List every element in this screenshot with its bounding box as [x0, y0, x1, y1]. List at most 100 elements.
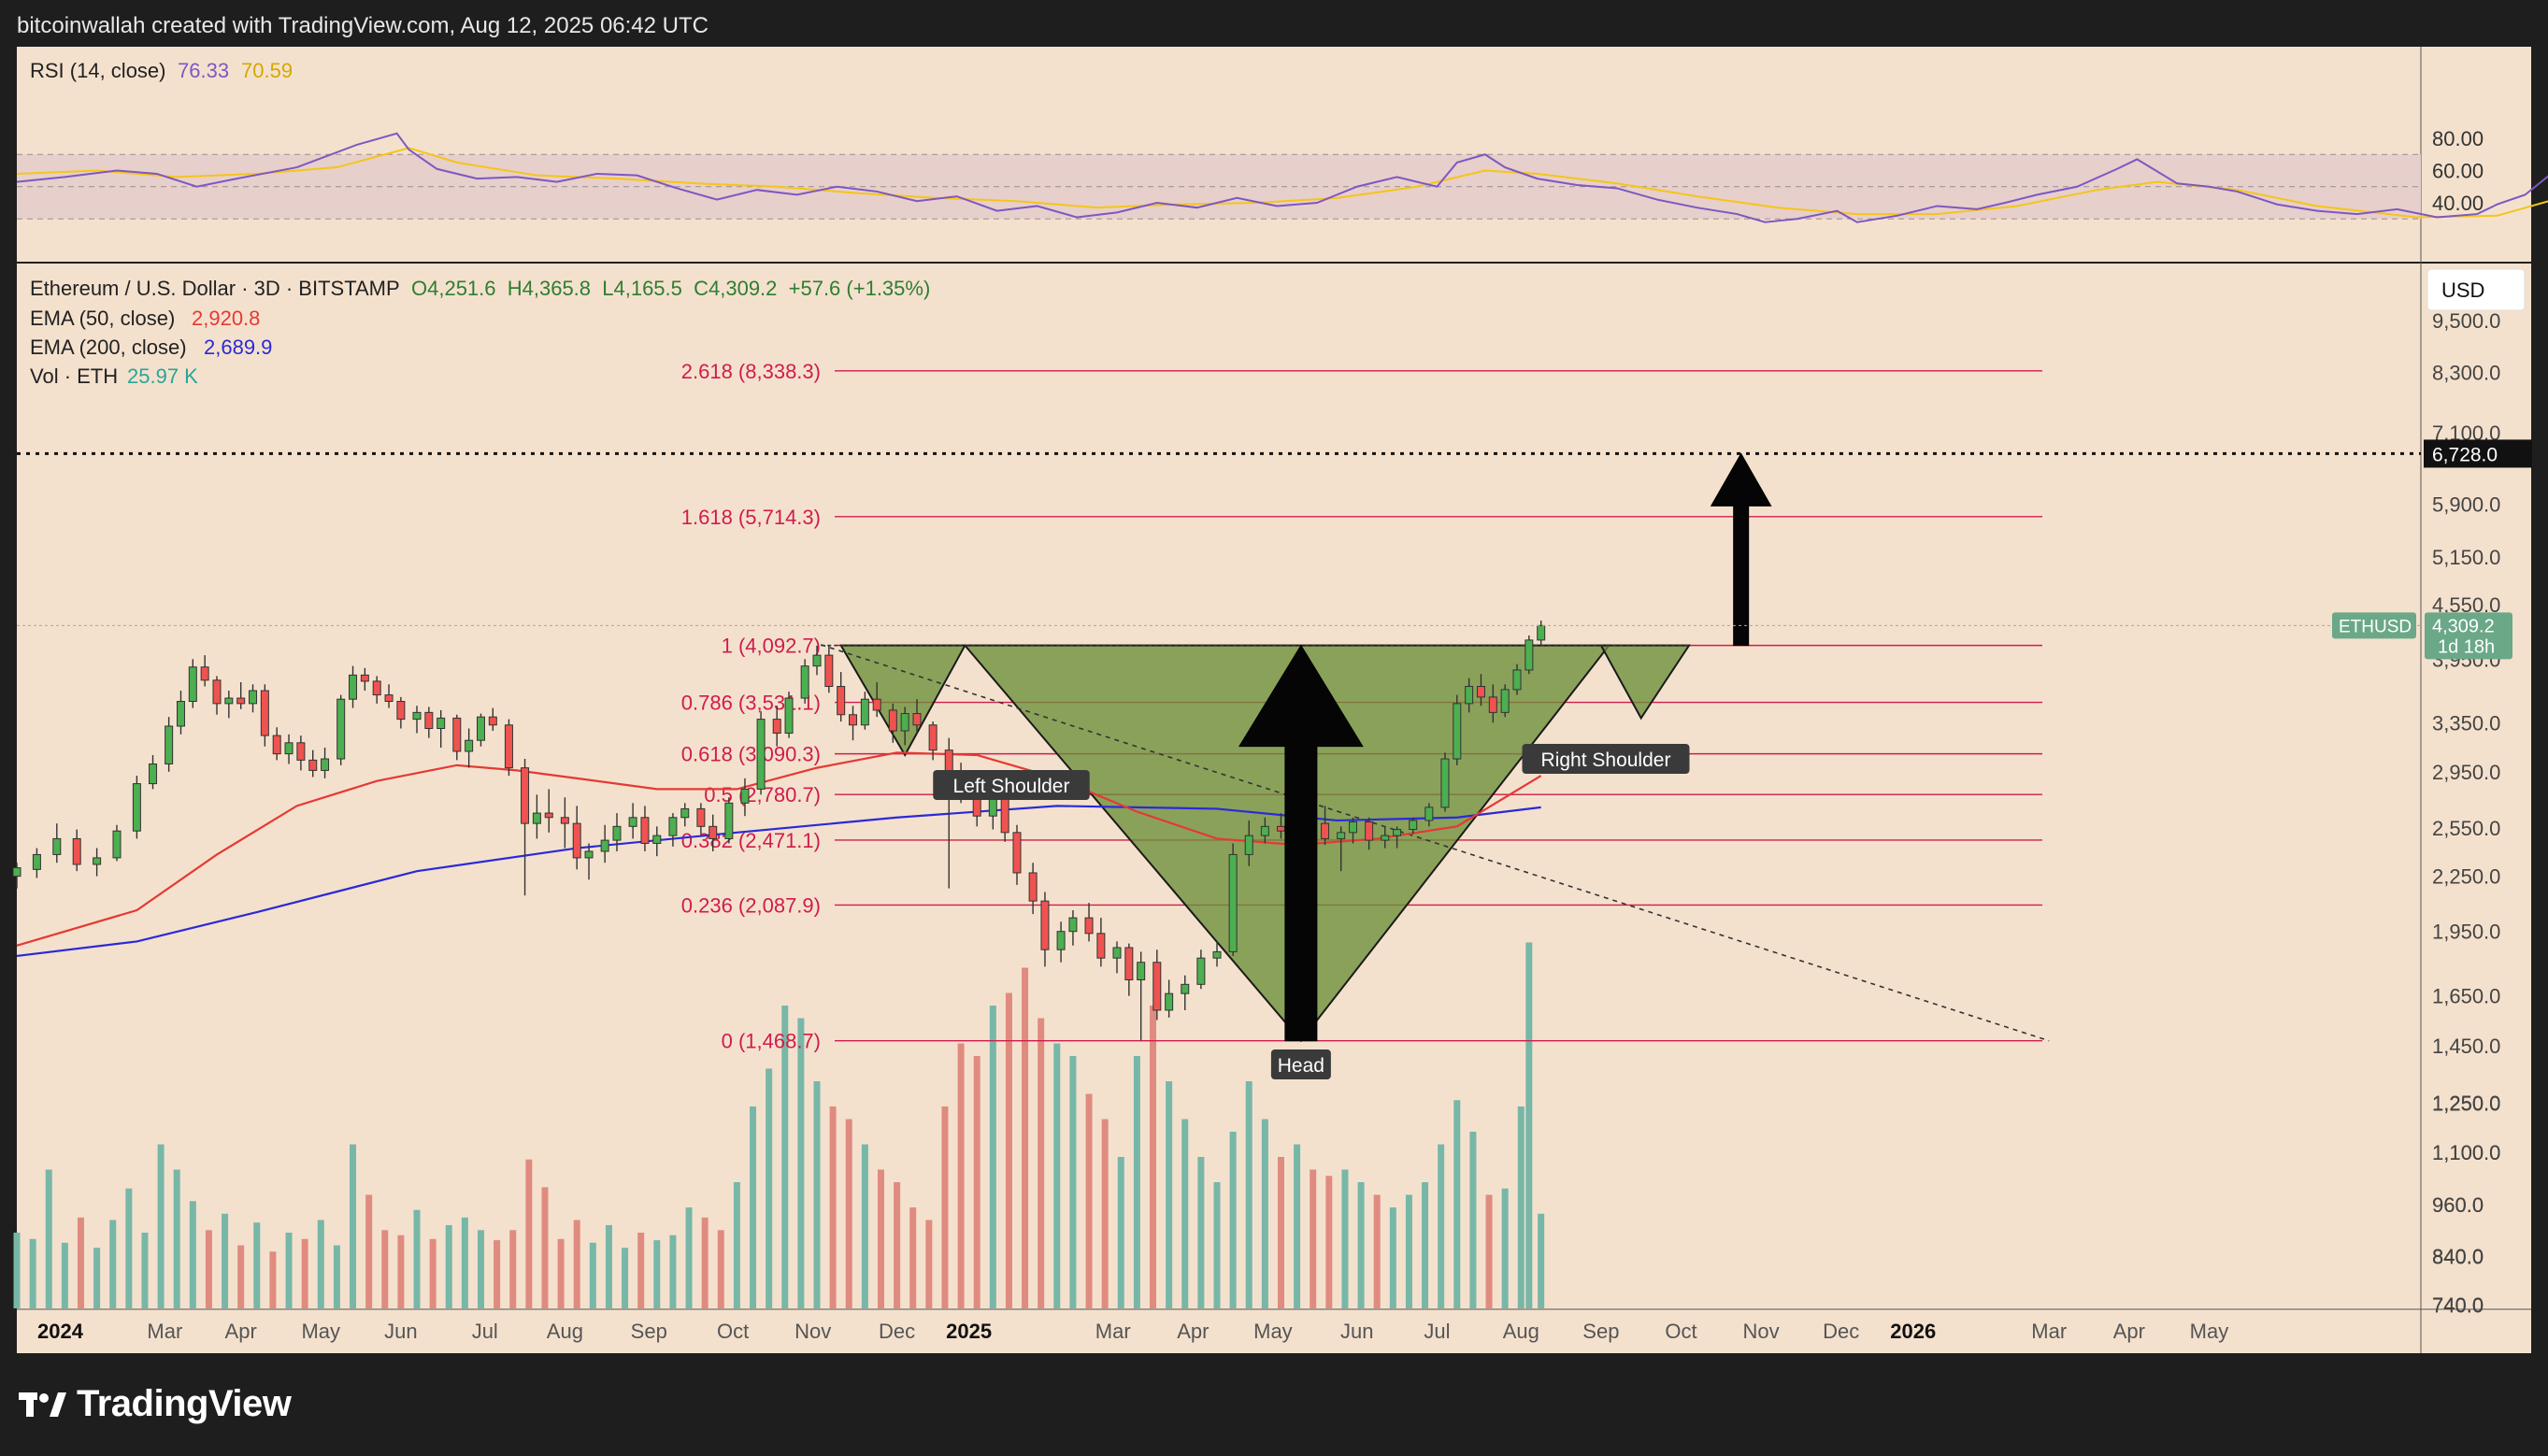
fib-level-label: 0 (1,468.7) [722, 1030, 821, 1053]
candle [1212, 941, 1222, 967]
volume-bar [397, 1235, 405, 1308]
svg-text:Right Shoulder: Right Shoulder [1541, 749, 1671, 771]
target-projection-arrow[interactable] [1710, 452, 1772, 647]
candle [1321, 806, 1330, 846]
right-shoulder-triangle[interactable] [1599, 644, 1691, 721]
descending-trendline[interactable] [821, 644, 2050, 1042]
volume-bar [1373, 1194, 1381, 1308]
candle [696, 803, 706, 835]
volume-bar [1038, 1018, 1045, 1308]
time-axis-label: Apr [1177, 1320, 1209, 1343]
candle [628, 803, 637, 839]
volume-bar [1341, 1169, 1349, 1308]
tradingview-brand[interactable]: TradingView [19, 1383, 292, 1425]
volume-bar [93, 1248, 101, 1308]
volume-bar [573, 1220, 580, 1308]
currency-button[interactable]: USD [2426, 268, 2526, 311]
chart-canvas[interactable]: 80.00 60.00 40.00 RSI (14, close) 76.33 70… [0, 0, 2548, 1353]
volume-label: Vol · ETH [30, 364, 118, 388]
symbol-legend[interactable]: Ethereum / U.S. Dollar · 3D · BITSTAMP O… [30, 277, 930, 300]
candle [1068, 910, 1078, 946]
rsi-ma-line [16, 147, 2548, 219]
time-axis-label: Sep [1582, 1320, 1619, 1343]
time-axis-label: Oct [717, 1320, 749, 1343]
candle [212, 676, 222, 715]
time-axis-label: 2024 [37, 1320, 84, 1343]
volume-bar [333, 1245, 340, 1308]
ticker-label: ETHUSD [2339, 617, 2412, 636]
candle [784, 692, 794, 738]
indicator-legend[interactable]: EMA (50, close) 2,920.8 EMA (200, close)… [30, 307, 272, 388]
candle [165, 717, 174, 772]
candle [488, 707, 497, 732]
candle [249, 684, 258, 713]
candle [584, 843, 594, 880]
price-scale-label: 1,450.0 [2432, 1035, 2500, 1058]
volume-bar [845, 1119, 852, 1308]
svg-text:Left Shoulder: Left Shoulder [953, 776, 1070, 797]
price-scale-label: 2,250.0 [2432, 865, 2500, 889]
candle [1365, 817, 1374, 850]
volume-bar [45, 1169, 52, 1308]
candle [1228, 843, 1238, 956]
left-shoulder-label[interactable]: Left Shoulder [933, 770, 1090, 800]
volume-bar [1022, 967, 1029, 1308]
candle [756, 711, 766, 795]
time-axis-label: Dec [879, 1320, 915, 1343]
candle [740, 778, 750, 817]
volume-bar [637, 1233, 645, 1308]
candle [1124, 943, 1134, 996]
fib-level-label: 1.618 (5,714.3) [681, 506, 821, 529]
volume-bar [525, 1159, 533, 1308]
candle [1381, 826, 1390, 849]
volume-bar [237, 1245, 245, 1308]
volume-bar [829, 1106, 837, 1308]
symbol-title: Ethereum / U.S. Dollar · 3D · BITSTAMP [30, 277, 400, 300]
volume-scale-label: 740.0 [2432, 1293, 2484, 1317]
fib-level-label: 0.236 (2,087.9) [681, 893, 821, 917]
volume-bar [1357, 1182, 1365, 1308]
time-axis-pane [17, 1310, 2531, 1353]
volume-bar [1213, 1182, 1221, 1308]
volume-bar [1261, 1119, 1268, 1308]
candle [860, 692, 869, 730]
volume-bar [301, 1238, 308, 1308]
volume-bar [622, 1248, 629, 1308]
candle [824, 644, 834, 693]
candle [1165, 979, 1174, 1018]
right-shoulder-label[interactable]: Right Shoulder [1522, 744, 1690, 774]
volume-bar [1453, 1100, 1461, 1308]
volume-bar [1277, 1157, 1284, 1308]
head-label[interactable]: Head [1270, 1049, 1331, 1079]
candle [668, 813, 678, 847]
time-axis-label: May [1253, 1320, 1293, 1343]
time-axis-label: Jun [384, 1320, 417, 1343]
candle [1512, 664, 1522, 695]
volume-bar [1117, 1157, 1124, 1308]
candle [372, 676, 381, 704]
rsi-pane [17, 47, 2421, 262]
rsi-band [17, 154, 2421, 220]
candle [640, 806, 650, 851]
volume-bar [1133, 1056, 1140, 1308]
candle [912, 699, 922, 734]
time-axis-label: Jul [1424, 1320, 1450, 1343]
time-axis[interactable]: 2024 Mar Apr May Jun Jul Aug Sep Oct Nov Dec 2025 Ma… [37, 1320, 2228, 1343]
volume-bar [205, 1230, 212, 1308]
time-axis-label: Dec [1823, 1320, 1859, 1343]
ema200-value: 2,689.9 [204, 335, 272, 359]
price-scale-label: 8,300.0 [2432, 362, 2500, 385]
volume-bar [1469, 1132, 1477, 1308]
head-measure-arrow[interactable] [1238, 644, 1364, 1042]
price-scale-label: 9,500.0 [2432, 309, 2500, 333]
volume-bar [173, 1169, 180, 1308]
candle [12, 863, 21, 889]
price-scale-label: 840.0 [2432, 1245, 2484, 1268]
fib-level-label: 0.786 (3,531.1) [681, 692, 821, 715]
volume-bar [669, 1235, 677, 1308]
time-axis-label: May [301, 1320, 340, 1343]
ema50-line [16, 751, 1542, 947]
candle [1096, 918, 1106, 967]
candle [1137, 951, 1146, 1041]
fib-levels: 2.618 (8,338.3) 1.618 (5,714.3) 1 (4,092.7… [681, 360, 2042, 1053]
